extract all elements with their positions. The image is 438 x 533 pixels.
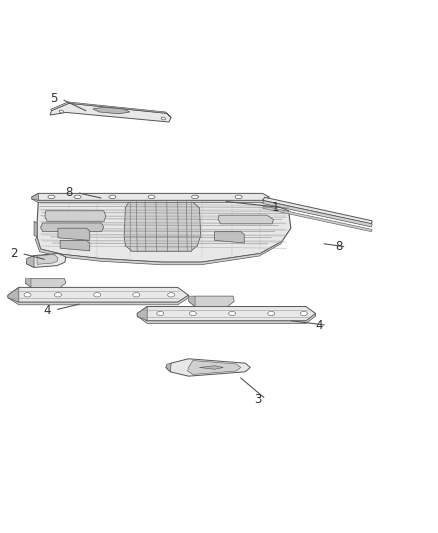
Ellipse shape [48,195,55,199]
Polygon shape [41,223,104,232]
Polygon shape [50,102,171,118]
Polygon shape [262,201,372,227]
Polygon shape [50,103,171,122]
Polygon shape [60,240,90,251]
Polygon shape [35,237,282,265]
Ellipse shape [133,293,140,297]
Polygon shape [218,215,273,224]
Polygon shape [37,200,291,262]
Polygon shape [187,360,241,375]
Polygon shape [166,363,171,372]
Text: 2: 2 [10,247,18,260]
Polygon shape [32,193,39,200]
Polygon shape [45,211,106,221]
Ellipse shape [229,311,236,316]
Ellipse shape [157,311,164,316]
Text: 8: 8 [335,240,343,253]
Polygon shape [34,221,37,237]
Polygon shape [188,296,195,306]
Ellipse shape [191,195,198,199]
Ellipse shape [148,195,155,199]
Text: 4: 4 [315,319,323,332]
Polygon shape [8,287,188,302]
Ellipse shape [300,311,307,316]
Polygon shape [124,200,201,251]
Polygon shape [25,279,31,287]
Polygon shape [32,197,269,203]
Text: 8: 8 [65,186,73,199]
Polygon shape [137,306,316,321]
Polygon shape [25,279,66,287]
Polygon shape [32,193,269,200]
Ellipse shape [24,293,31,297]
Polygon shape [58,228,90,240]
Ellipse shape [161,117,166,120]
Ellipse shape [54,293,61,297]
Polygon shape [166,359,251,376]
Text: 1: 1 [272,201,279,214]
Polygon shape [8,287,19,302]
Ellipse shape [109,195,116,199]
Polygon shape [262,197,372,224]
Polygon shape [188,296,234,306]
Polygon shape [137,306,147,321]
Ellipse shape [74,195,81,199]
Ellipse shape [94,293,101,297]
Text: 4: 4 [43,303,51,317]
Polygon shape [199,366,223,369]
Ellipse shape [59,110,64,113]
Polygon shape [137,313,316,324]
Polygon shape [262,206,372,232]
Text: 3: 3 [254,393,262,406]
Polygon shape [215,232,244,243]
Polygon shape [93,107,130,114]
Ellipse shape [268,311,275,316]
Polygon shape [8,295,188,305]
Ellipse shape [189,311,196,316]
Ellipse shape [168,293,175,297]
Text: 5: 5 [50,92,57,106]
Polygon shape [27,254,66,268]
Polygon shape [27,256,34,268]
Ellipse shape [235,195,242,199]
Polygon shape [37,254,58,264]
